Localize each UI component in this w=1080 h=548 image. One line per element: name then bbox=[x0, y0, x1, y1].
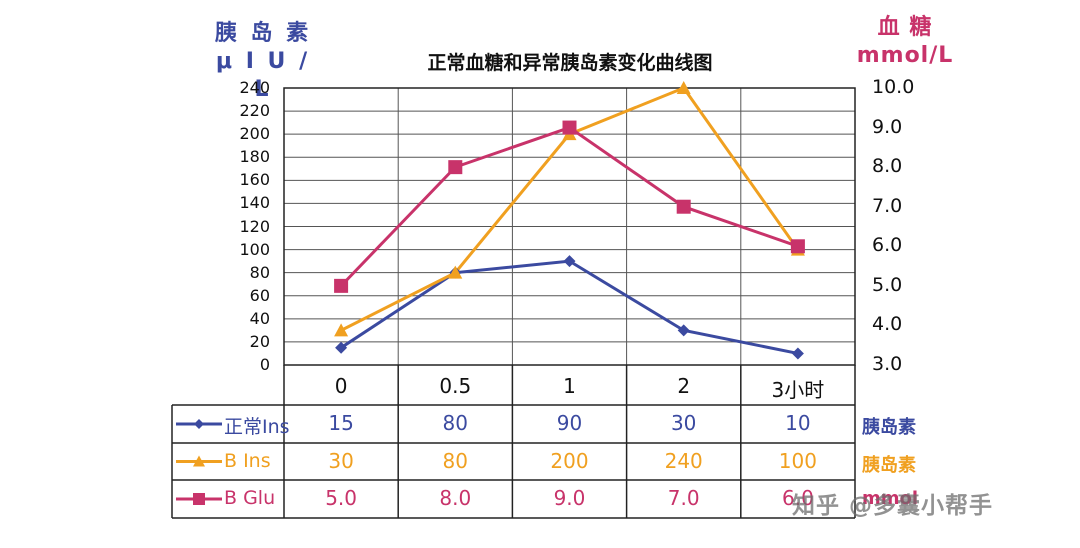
row-unit-label: mmol bbox=[862, 488, 919, 509]
row-unit-label: 胰岛素 bbox=[862, 454, 916, 476]
left-tick-label: 220 bbox=[239, 101, 270, 121]
left-tick-label: 80 bbox=[249, 262, 270, 282]
data-label: 30 bbox=[328, 448, 354, 473]
legend-marker-2 bbox=[193, 493, 205, 505]
series-2-point bbox=[790, 239, 805, 254]
data-label: 80 bbox=[442, 411, 468, 435]
series-2-point bbox=[676, 199, 691, 214]
left-tick-label: 40 bbox=[249, 308, 270, 328]
right-tick-label: 8.0 bbox=[872, 155, 903, 178]
left-tick-label: 20 bbox=[249, 331, 270, 351]
legend-marker-0 bbox=[194, 419, 204, 429]
left-axis-label-line1: 胰 岛 素 bbox=[214, 21, 312, 46]
left-tick-label: 160 bbox=[239, 170, 270, 190]
data-label: 6.0 bbox=[781, 486, 814, 510]
category-label: 1 bbox=[563, 374, 576, 398]
legend-label: 正常Ins bbox=[224, 416, 290, 438]
category-label: 3小时 bbox=[771, 378, 825, 402]
series-1-point bbox=[334, 323, 349, 337]
series-2-point bbox=[334, 278, 349, 293]
series-line-0 bbox=[340, 259, 799, 355]
category-label: 0.5 bbox=[439, 374, 472, 398]
data-label: 30 bbox=[670, 411, 697, 435]
data-label: 7.0 bbox=[667, 486, 700, 510]
legend-label: B Glu bbox=[224, 487, 276, 509]
series-0-point bbox=[791, 347, 804, 360]
right-tick-label: 10.0 bbox=[872, 76, 915, 98]
data-label: 15 bbox=[328, 411, 354, 435]
legend-marker-1 bbox=[193, 455, 205, 467]
left-tick-label: 60 bbox=[249, 285, 270, 305]
series-0-point bbox=[677, 324, 690, 337]
watermark: 知乎 @多囊小帮手 bbox=[792, 493, 994, 519]
data-label: 80 bbox=[442, 448, 468, 473]
data-label: 90 bbox=[556, 411, 583, 435]
left-tick-label: 240 bbox=[239, 78, 270, 97]
right-tick-label: 4.0 bbox=[872, 313, 903, 336]
left-tick-label: 140 bbox=[239, 193, 270, 213]
legend-label: B Ins bbox=[224, 449, 271, 472]
series-0-point bbox=[335, 341, 348, 354]
grid bbox=[283, 87, 856, 366]
left-axis-label: 胰 岛 素 μ I U / L bbox=[208, 20, 318, 104]
data-label: 9.0 bbox=[553, 486, 586, 510]
data-table-lines bbox=[171, 365, 856, 519]
row-unit-label: 胰岛素 bbox=[862, 417, 916, 438]
legend-marks bbox=[176, 419, 222, 505]
right-tick-label: 5.0 bbox=[872, 273, 903, 296]
left-tick-label: 200 bbox=[239, 124, 270, 144]
series-2-point bbox=[562, 120, 577, 135]
series-2-point bbox=[448, 160, 463, 175]
left-tick-label: 180 bbox=[239, 147, 270, 167]
category-label: 2 bbox=[677, 374, 691, 398]
left-axis-label-line2: μ I U / L bbox=[215, 49, 311, 102]
data-label: 240 bbox=[664, 448, 703, 473]
data-label: 8.0 bbox=[439, 486, 472, 510]
series-0-point bbox=[563, 255, 576, 268]
chart-title: 正常血糖和异常胰岛素变化曲线图 bbox=[427, 52, 713, 74]
data-label: 200 bbox=[550, 448, 589, 473]
left-tick-label: 120 bbox=[239, 216, 270, 236]
right-tick-label: 6.0 bbox=[872, 234, 903, 257]
data-label: 10 bbox=[785, 411, 811, 435]
plot-border bbox=[283, 87, 856, 366]
right-tick-label: 7.0 bbox=[872, 194, 903, 217]
right-tick-label: 3.0 bbox=[872, 353, 903, 375]
data-label: 5.0 bbox=[325, 486, 357, 510]
left-tick-label: 0 bbox=[259, 355, 270, 374]
series-markers bbox=[334, 81, 805, 360]
series-1-point bbox=[448, 265, 463, 279]
series-1-point bbox=[676, 81, 691, 94]
left-tick-label: 100 bbox=[239, 239, 270, 259]
data-label: 100 bbox=[778, 448, 817, 473]
right-axis-label-line2: mmol/L bbox=[856, 43, 954, 68]
category-label: 0 bbox=[334, 374, 348, 398]
right-axis-label: 血 糖 mmol/L bbox=[850, 14, 960, 70]
right-tick-label: 9.0 bbox=[872, 115, 903, 138]
right-axis-label-line1: 血 糖 bbox=[877, 15, 933, 40]
